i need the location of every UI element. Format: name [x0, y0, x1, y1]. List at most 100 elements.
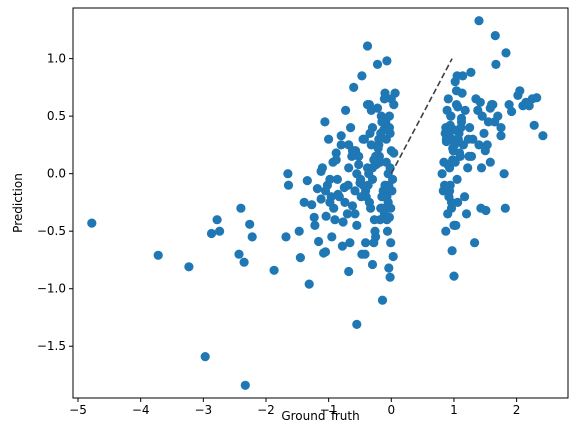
data-point [362, 100, 373, 110]
data-point [482, 140, 492, 150]
data-point [538, 131, 548, 141]
data-point [245, 219, 255, 229]
x-tick-label: −3 [194, 403, 212, 417]
data-point [452, 174, 462, 184]
x-tick-label: 1 [450, 403, 458, 417]
data-point [304, 279, 314, 289]
data-point [341, 105, 351, 115]
data-point [352, 319, 362, 329]
plot-frame [72, 7, 569, 399]
data-point [344, 163, 354, 173]
data-point [474, 16, 484, 26]
x-axis-ticks: −5 −4 −3 −2 −1 0 1 2 [69, 398, 520, 417]
data-point [470, 238, 480, 248]
data-point [295, 253, 305, 263]
data-point [349, 82, 359, 92]
data-point [460, 105, 470, 115]
data-point [358, 180, 368, 190]
data-point [466, 67, 476, 77]
data-point [371, 151, 381, 161]
data-point [500, 203, 510, 213]
data-point [532, 93, 542, 103]
data-point [316, 166, 326, 176]
x-axis-title: Ground Truth [281, 409, 359, 423]
data-point [312, 184, 322, 194]
data-point [376, 128, 386, 138]
data-point [382, 56, 392, 66]
x-tick-label: −5 [69, 403, 87, 417]
data-point [449, 271, 459, 281]
data-point [336, 131, 346, 141]
data-point [310, 220, 320, 230]
data-point [325, 174, 335, 184]
data-point [461, 209, 472, 219]
data-point [473, 105, 483, 115]
data-point [299, 197, 309, 207]
data-point [455, 148, 465, 158]
data-point [364, 169, 374, 179]
data-point [456, 113, 467, 123]
data-point [239, 257, 249, 267]
data-point [447, 246, 457, 256]
data-point [441, 136, 451, 147]
data-point [490, 30, 500, 41]
data-point [371, 159, 381, 170]
data-point [496, 131, 506, 141]
data-point [372, 59, 383, 69]
data-point [491, 59, 501, 69]
data-point [515, 86, 525, 96]
data-point [443, 159, 453, 170]
y-tick-label: −1.5 [37, 339, 66, 353]
data-point [445, 120, 455, 130]
data-point [309, 212, 319, 222]
data-point [364, 197, 374, 207]
data-point [340, 197, 350, 207]
data-point [507, 106, 517, 117]
data-point [463, 134, 473, 144]
y-tick-label: 0.0 [47, 167, 66, 181]
data-point [344, 140, 354, 150]
data-point [316, 194, 326, 204]
data-point [387, 186, 397, 196]
data-point [389, 148, 399, 158]
data-point [320, 186, 331, 196]
data-point [352, 169, 362, 179]
data-point [463, 163, 473, 173]
data-point [384, 263, 394, 273]
data-point [283, 169, 293, 179]
data-point [350, 209, 360, 219]
data-point [446, 111, 456, 121]
data-point [370, 226, 380, 236]
data-point [240, 380, 250, 390]
data-point [373, 143, 383, 153]
data-point [483, 117, 493, 127]
data-point [184, 262, 194, 272]
data-point [476, 203, 486, 213]
data-point [352, 220, 362, 230]
data-point [359, 134, 369, 144]
data-point [476, 163, 487, 173]
data-point [331, 148, 341, 158]
data-point [337, 241, 347, 251]
data-point [369, 238, 379, 248]
data-point [329, 203, 339, 213]
data-point [452, 71, 462, 81]
y-tick-label: −0.5 [37, 224, 66, 238]
data-point [314, 236, 324, 247]
data-point [215, 226, 225, 236]
data-point [372, 103, 383, 113]
data-point [488, 100, 498, 110]
data-point [474, 140, 484, 150]
data-point [382, 226, 393, 236]
data-point [479, 128, 489, 138]
data-point [475, 97, 485, 107]
data-point [206, 228, 217, 239]
data-point [354, 159, 364, 170]
x-tick-label: 2 [513, 403, 521, 417]
data-point [379, 94, 389, 104]
x-tick-label: −2 [257, 403, 275, 417]
y-tick-label: 1.0 [47, 52, 66, 66]
data-point [445, 186, 455, 196]
data-point [460, 192, 470, 202]
data-point [529, 120, 539, 130]
